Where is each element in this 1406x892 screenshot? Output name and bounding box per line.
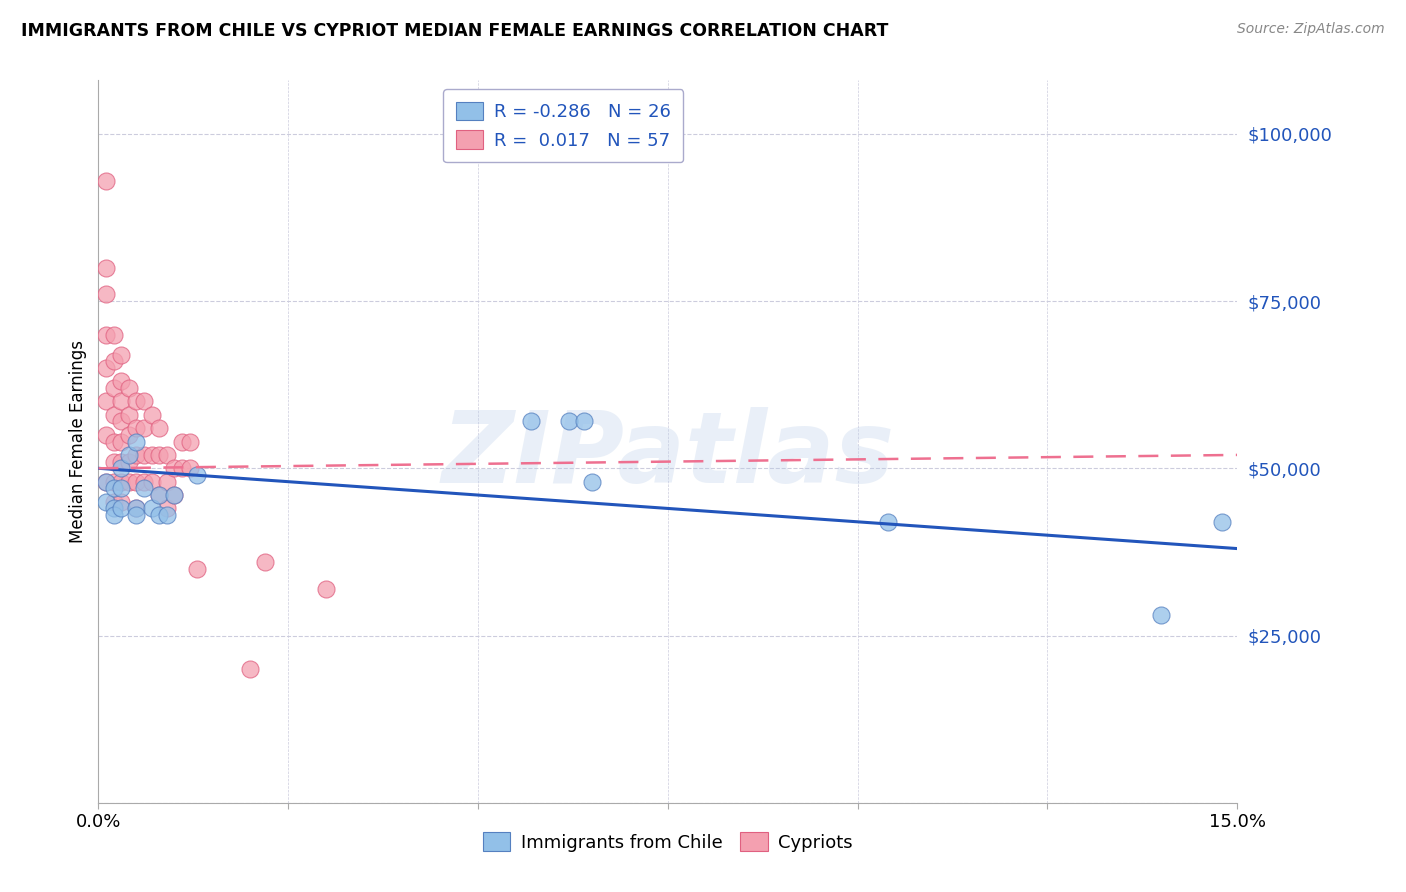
Point	[574, 414, 596, 428]
Point	[148, 508, 170, 523]
Point	[94, 427, 117, 442]
Point	[110, 454, 132, 469]
Point	[110, 434, 132, 449]
Point	[132, 448, 155, 462]
Point	[94, 475, 117, 489]
Point	[179, 461, 201, 475]
Point	[1150, 608, 1173, 623]
Text: ZIPatlas: ZIPatlas	[441, 408, 894, 505]
Point	[156, 475, 179, 489]
Point	[125, 501, 148, 516]
Point	[186, 467, 208, 482]
Point	[103, 475, 125, 489]
Point	[118, 381, 141, 395]
Point	[94, 260, 117, 275]
Point	[877, 515, 900, 529]
Legend: Immigrants from Chile, Cypriots: Immigrants from Chile, Cypriots	[475, 825, 860, 859]
Point	[170, 434, 193, 449]
Point	[110, 375, 132, 389]
Point	[186, 562, 208, 576]
Point	[132, 482, 155, 496]
Point	[110, 494, 132, 508]
Point	[1211, 515, 1233, 529]
Point	[94, 173, 117, 188]
Point	[103, 434, 125, 449]
Point	[141, 408, 163, 422]
Point	[94, 361, 117, 376]
Point	[118, 454, 141, 469]
Point	[94, 475, 117, 489]
Point	[110, 501, 132, 516]
Point	[148, 488, 170, 502]
Point	[558, 414, 581, 428]
Point	[110, 348, 132, 362]
Point	[132, 475, 155, 489]
Point	[132, 394, 155, 409]
Point	[103, 501, 125, 516]
Point	[94, 394, 117, 409]
Point	[125, 394, 148, 409]
Point	[581, 475, 603, 489]
Point	[132, 421, 155, 435]
Point	[239, 662, 262, 676]
Point	[118, 427, 141, 442]
Point	[118, 448, 141, 462]
Point	[103, 508, 125, 523]
Point	[94, 494, 117, 508]
Point	[125, 475, 148, 489]
Point	[94, 327, 117, 342]
Point	[103, 408, 125, 422]
Point	[110, 461, 132, 475]
Point	[520, 414, 543, 428]
Point	[163, 461, 186, 475]
Text: Source: ZipAtlas.com: Source: ZipAtlas.com	[1237, 22, 1385, 37]
Point	[110, 394, 132, 409]
Point	[103, 482, 125, 496]
Point	[170, 461, 193, 475]
Point	[141, 475, 163, 489]
Point	[118, 475, 141, 489]
Point	[125, 508, 148, 523]
Point	[103, 354, 125, 368]
Point	[103, 381, 125, 395]
Point	[156, 508, 179, 523]
Point	[118, 408, 141, 422]
Point	[103, 454, 125, 469]
Point	[125, 434, 148, 449]
Point	[125, 448, 148, 462]
Y-axis label: Median Female Earnings: Median Female Earnings	[69, 340, 87, 543]
Point	[148, 448, 170, 462]
Point	[148, 488, 170, 502]
Point	[179, 434, 201, 449]
Point	[148, 421, 170, 435]
Text: IMMIGRANTS FROM CHILE VS CYPRIOT MEDIAN FEMALE EARNINGS CORRELATION CHART: IMMIGRANTS FROM CHILE VS CYPRIOT MEDIAN …	[21, 22, 889, 40]
Point	[110, 414, 132, 428]
Point	[254, 555, 277, 569]
Point	[141, 448, 163, 462]
Point	[125, 421, 148, 435]
Point	[103, 494, 125, 508]
Point	[110, 475, 132, 489]
Point	[110, 482, 132, 496]
Point	[125, 501, 148, 516]
Point	[94, 287, 117, 301]
Point	[141, 501, 163, 516]
Point	[103, 327, 125, 342]
Point	[315, 582, 337, 596]
Point	[156, 448, 179, 462]
Point	[163, 488, 186, 502]
Point	[156, 501, 179, 516]
Point	[163, 488, 186, 502]
